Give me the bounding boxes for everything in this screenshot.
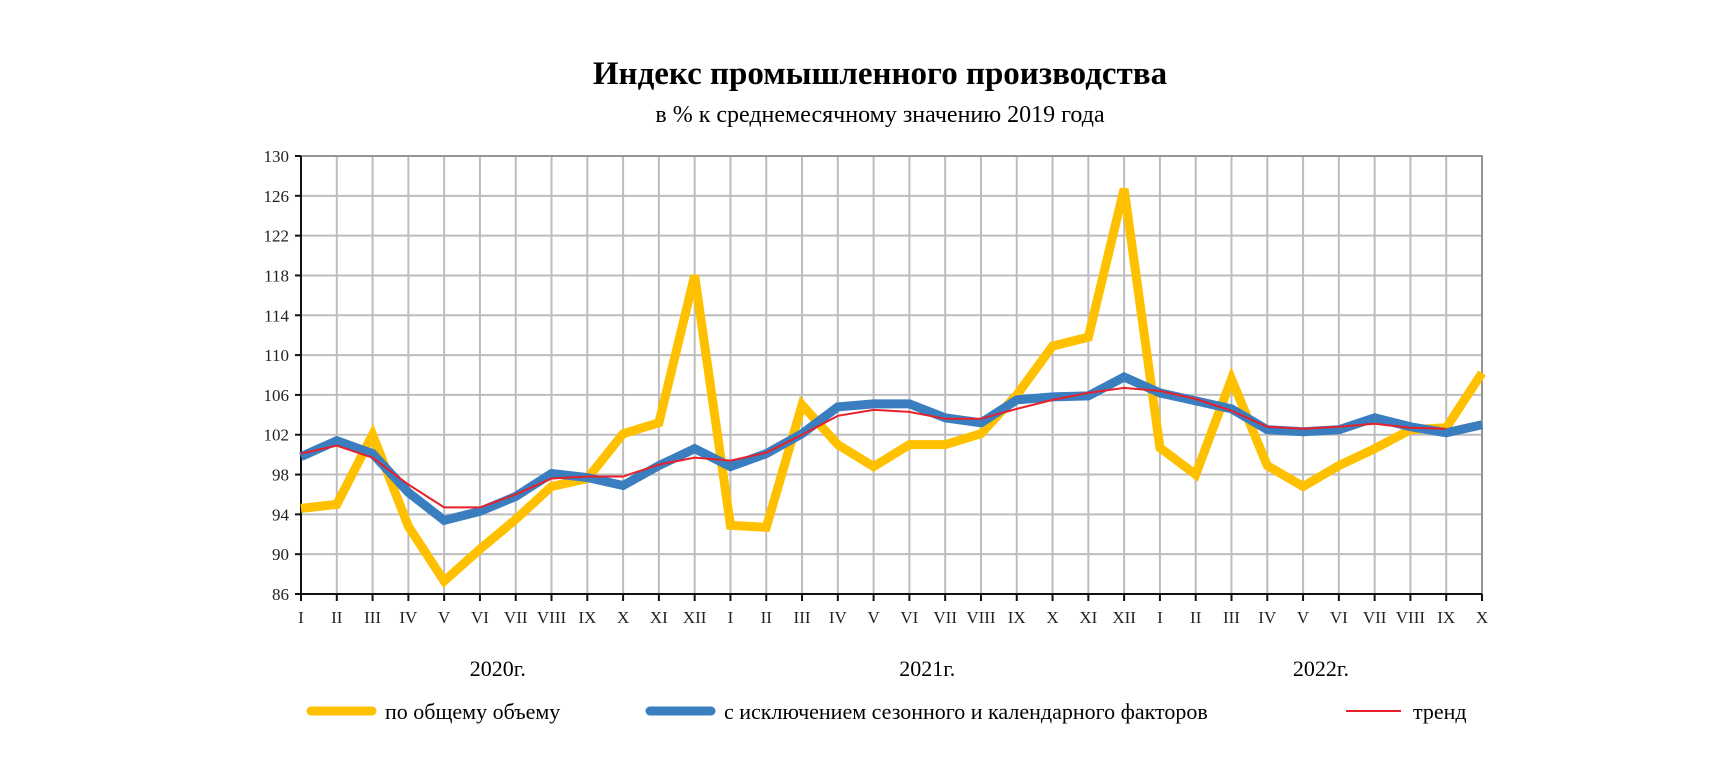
x-tick-label: IV — [399, 608, 418, 627]
series-line-1 — [300, 187, 1486, 588]
x-tick-label: VII — [1363, 608, 1387, 627]
y-tick-label: 86 — [272, 585, 289, 604]
plot-frame — [300, 155, 1483, 595]
x-tick-label: II — [331, 608, 343, 627]
x-tick-label: V — [867, 608, 880, 627]
x-tick-label: II — [1190, 608, 1202, 627]
x-tick-label: VIII — [1396, 608, 1426, 627]
chart-subtitle: в % к среднемесячному значению 2019 года — [655, 102, 1105, 128]
x-tick-label: VII — [504, 608, 528, 627]
legend-label-3: тренд — [1413, 699, 1467, 724]
x-tick-label: III — [364, 608, 381, 627]
x-tick-label: III — [794, 608, 811, 627]
y-tick-label: 122 — [264, 227, 290, 246]
x-tick-label: XI — [650, 608, 668, 627]
x-tick-label: X — [1046, 608, 1058, 627]
x-tick-label: XI — [1079, 608, 1097, 627]
x-tick-label: I — [298, 608, 304, 627]
y-axis: 86 90 94 98 102 106 110 114 118 122 126 130 — [264, 147, 301, 604]
chart-title: Индекс промышленного производства — [593, 56, 1167, 92]
y-tick-label: 110 — [264, 346, 289, 365]
x-tick-label: V — [438, 608, 451, 627]
legend: по общему объему с исключением сезонного … — [306, 699, 1467, 724]
x-tick-label: II — [761, 608, 773, 627]
x-tick-label: I — [1157, 608, 1163, 627]
y-tick-label: 130 — [264, 147, 290, 166]
y-tick-label: 106 — [264, 386, 290, 405]
x-tick-label: XII — [1112, 608, 1136, 627]
y-tick-label: 90 — [272, 545, 289, 564]
x-tick-label: VI — [1330, 608, 1348, 627]
y-tick-label: 98 — [272, 466, 289, 485]
x-tick-label: X — [617, 608, 629, 627]
x-axis: I II III IV V VI VII VIII IX X XI XII I II III IV V VI VII… — [298, 594, 1488, 627]
legend-label-1: по общему объему — [385, 699, 560, 724]
x-tick-label: IX — [1437, 608, 1455, 627]
x-tick-label: III — [1223, 608, 1240, 627]
grid — [300, 155, 1483, 595]
x-tick-label: XII — [683, 608, 707, 627]
year-label: 2021г. — [899, 656, 955, 681]
x-tick-label: VI — [471, 608, 489, 627]
x-tick-label: V — [1297, 608, 1310, 627]
y-tick-label: 114 — [264, 306, 289, 325]
y-tick-label: 118 — [264, 266, 289, 285]
year-label: 2020г. — [470, 656, 526, 681]
series-lines — [299, 187, 1486, 588]
series-line-2 — [299, 371, 1483, 526]
x-tick-label: VII — [933, 608, 957, 627]
x-tick-label: X — [1476, 608, 1488, 627]
y-tick-label: 126 — [264, 187, 290, 206]
x-tick-label: IV — [1258, 608, 1277, 627]
y-tick-label: 102 — [264, 426, 290, 445]
y-tick-label: 94 — [272, 505, 290, 524]
series-line-3 — [300, 386, 1447, 509]
year-labels: 2020г. 2021г. 2022г. — [470, 656, 1349, 681]
x-tick-label: IX — [1008, 608, 1026, 627]
x-tick-label: VIII — [537, 608, 567, 627]
year-label: 2022г. — [1293, 656, 1349, 681]
x-tick-label: IV — [829, 608, 848, 627]
x-tick-label: VI — [900, 608, 918, 627]
x-tick-label: IX — [578, 608, 596, 627]
x-tick-label: I — [728, 608, 734, 627]
x-tick-label: VIII — [966, 608, 996, 627]
legend-label-2: с исключением сезонного и календарного ф… — [724, 699, 1208, 724]
